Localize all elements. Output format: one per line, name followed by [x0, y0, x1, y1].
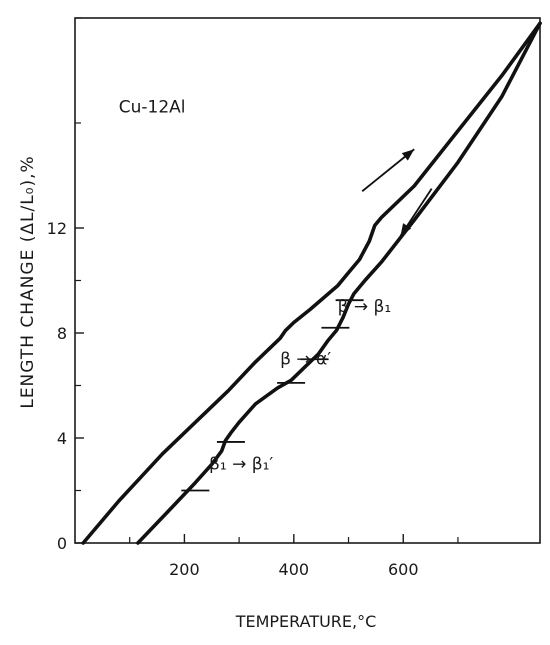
- x-axis-label: TEMPERATURE,°C: [235, 612, 377, 631]
- y-axis-label: LENGTH CHANGE (ΔL/L₀),%: [18, 155, 38, 408]
- annotation-beta-to-alpha-prime: β → α′: [280, 350, 331, 370]
- heating-arrow-head: [401, 149, 415, 161]
- y-tick-label: 4: [57, 429, 67, 448]
- cooling-arrow-head: [400, 223, 412, 236]
- x-tick-label: 600: [388, 560, 419, 579]
- y-tick-label: 12: [47, 219, 67, 238]
- y-tick-label: 8: [57, 324, 67, 343]
- heating-curve: [81, 21, 542, 545]
- series-layer: [81, 21, 542, 545]
- transition-marks: [181, 299, 364, 492]
- annotation-alloy: Cu-12Al: [119, 98, 186, 118]
- x-tick-label: 200: [169, 560, 200, 579]
- cooling-curve: [136, 21, 542, 545]
- annotation-beta-to-beta1: β → β₁: [338, 297, 392, 317]
- y-tick-label: 0: [57, 534, 67, 553]
- chart-text: LENGTH CHANGE (ΔL/L₀),% TEMPERATURE,°C C…: [18, 98, 391, 632]
- direction-arrows: [361, 148, 433, 237]
- axis-ticks: 200 400 600 0 4 8 12: [47, 17, 459, 579]
- annotation-beta1-to-beta1-prime: β₁ → β₁′: [209, 455, 273, 475]
- x-tick-label: 400: [279, 560, 310, 579]
